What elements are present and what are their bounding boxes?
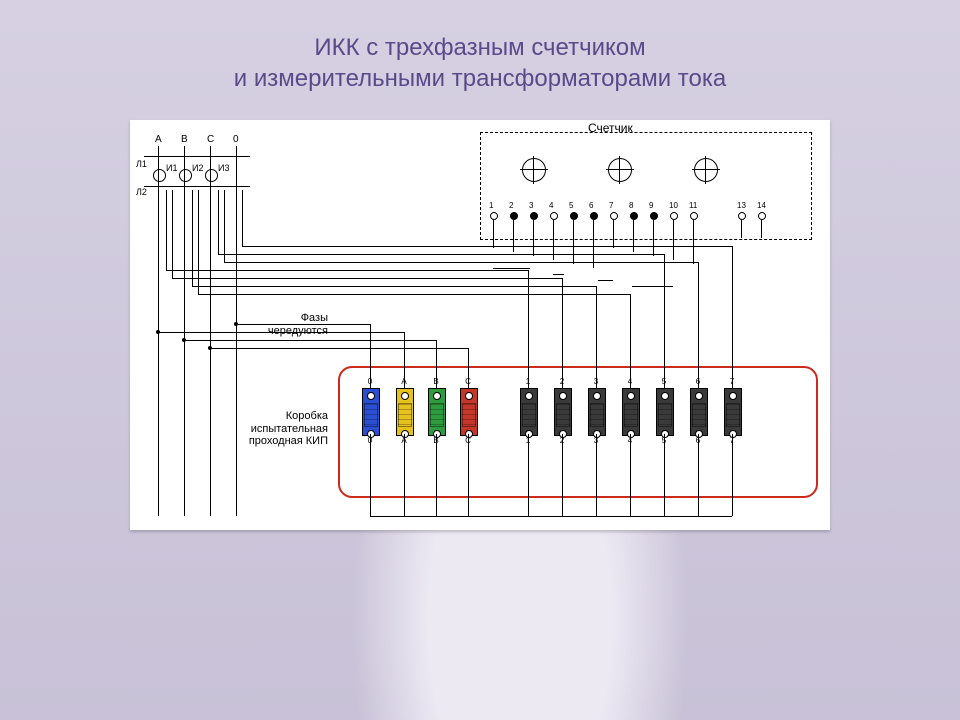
meter-terminal-label: 4 (549, 201, 553, 210)
meter-terminal-label: 7 (609, 201, 613, 210)
phase-label: 0 (233, 134, 239, 145)
wiring-diagram: Счетчик 12345678910111314 AИ1BИ2CИ30Л1Л2… (130, 120, 830, 530)
slide: ИКК с трехфазным счетчиком и измерительн… (0, 0, 960, 720)
meter-terminal (738, 212, 746, 220)
phase-label: A (155, 134, 162, 145)
meter-terminal (650, 212, 658, 220)
meter-terminal-label: 3 (529, 201, 533, 210)
meter-terminal-label: 2 (509, 201, 513, 210)
meter-terminal-label: 10 (669, 201, 678, 210)
ct-row-label: Л2 (136, 188, 147, 197)
ct-row-label: Л1 (136, 160, 147, 169)
kip-terminal (656, 388, 674, 436)
kip-terminal (588, 388, 606, 436)
meter-terminal-label: 6 (589, 201, 593, 210)
meter-terminal (590, 212, 598, 220)
meter-terminal (670, 212, 678, 220)
meter-terminal-label: 1 (489, 201, 493, 210)
kip-terminal (554, 388, 572, 436)
meter-terminal (530, 212, 538, 220)
kip-box-label: Коробка испытательная проходная КИП (194, 410, 328, 448)
meter-coil-icon (522, 158, 546, 182)
kip-terminal (622, 388, 640, 436)
phase-label: C (207, 134, 214, 145)
kip-terminal (396, 388, 414, 436)
meter-terminal (510, 212, 518, 220)
kip-terminal (520, 388, 538, 436)
meter-terminal-label: 9 (649, 201, 653, 210)
kip-terminal (428, 388, 446, 436)
slide-title: ИКК с трехфазным счетчиком и измерительн… (0, 32, 960, 94)
meter-coil-icon (608, 158, 632, 182)
kip-terminal (460, 388, 478, 436)
phase-label: B (181, 134, 188, 145)
meter-terminal (758, 212, 766, 220)
kip-terminal (724, 388, 742, 436)
kip-terminal (690, 388, 708, 436)
meter-terminal-label: 8 (629, 201, 633, 210)
meter-coil-icon (694, 158, 718, 182)
meter-terminal-label: 13 (737, 201, 746, 210)
meter-outline (480, 132, 812, 240)
meter-terminal (550, 212, 558, 220)
meter-terminal (490, 212, 498, 220)
meter-terminal (690, 212, 698, 220)
meter-terminal (570, 212, 578, 220)
kip-terminal (362, 388, 380, 436)
meter-terminal-label: 14 (757, 201, 766, 210)
meter-terminal (610, 212, 618, 220)
meter-terminal-label: 5 (569, 201, 573, 210)
meter-terminal-label: 11 (689, 201, 697, 210)
meter-terminal (630, 212, 638, 220)
